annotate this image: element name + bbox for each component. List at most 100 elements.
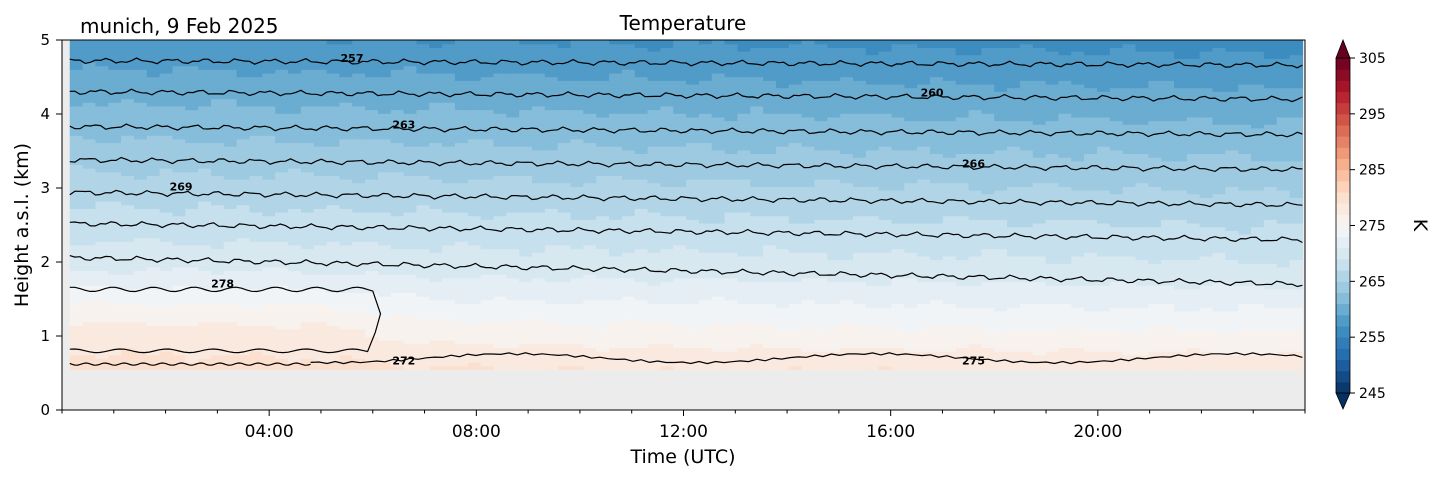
- field-cell: [121, 215, 135, 220]
- field-cell: [442, 237, 456, 242]
- field-cell: [660, 241, 674, 246]
- field-cell: [82, 200, 97, 206]
- field-cell: [660, 72, 674, 78]
- field-cell: [454, 50, 469, 56]
- field-cell: [660, 303, 674, 308]
- field-cell: [506, 175, 520, 180]
- field-cell: [133, 142, 148, 147]
- field-cell: [493, 171, 507, 176]
- field-cell: [313, 127, 328, 133]
- field-cell: [506, 105, 520, 111]
- field-cell: [185, 98, 199, 103]
- field-cell: [69, 259, 84, 264]
- field-cell: [185, 76, 199, 81]
- field-cell: [82, 230, 97, 235]
- field-cell: [185, 83, 199, 89]
- field-cell: [300, 263, 315, 268]
- field-cell: [288, 182, 302, 187]
- field-cell: [211, 58, 225, 63]
- field-cell: [262, 91, 276, 96]
- field-cell: [377, 255, 392, 261]
- field-cell: [198, 303, 212, 308]
- field-cell: [724, 124, 739, 129]
- field-cell: [185, 116, 199, 122]
- field-cell: [673, 332, 687, 337]
- field-cell: [583, 98, 597, 103]
- field-cell: [377, 157, 392, 162]
- field-cell: [454, 314, 469, 319]
- field-cell: [480, 200, 495, 206]
- field-cell: [69, 157, 84, 162]
- field-cell: [108, 343, 122, 348]
- field-cell: [185, 80, 199, 85]
- field-cell: [454, 219, 469, 224]
- field-cell: [288, 190, 302, 195]
- field-cell: [763, 303, 777, 308]
- field-cell: [352, 149, 366, 155]
- field-cell: [390, 299, 405, 305]
- field-cell: [198, 43, 212, 48]
- field-cell: [288, 292, 302, 297]
- field-cell: [377, 318, 392, 323]
- field-cell: [339, 47, 353, 52]
- field-cell: [532, 365, 546, 370]
- field-cell: [198, 208, 212, 213]
- field-cell: [390, 80, 405, 85]
- field-cell: [69, 296, 84, 301]
- field-cell: [737, 120, 751, 125]
- field-cell: [262, 146, 276, 151]
- field-cell: [583, 168, 597, 173]
- field-cell: [429, 222, 443, 228]
- field-cell: [647, 182, 662, 187]
- field-cell: [454, 332, 469, 337]
- field-cell: [211, 277, 225, 283]
- field-cell: [557, 153, 572, 158]
- field-cell: [390, 219, 405, 224]
- field-cell: [609, 340, 623, 345]
- field-cell: [352, 87, 366, 92]
- field-cell: [557, 277, 572, 283]
- field-cell: [480, 259, 495, 264]
- field-cell: [480, 219, 495, 224]
- field-cell: [698, 237, 713, 242]
- field-cell: [326, 270, 341, 275]
- field-cell: [82, 138, 97, 144]
- field-cell: [467, 94, 482, 100]
- field-cell: [352, 358, 366, 363]
- field-cell: [557, 171, 572, 176]
- field-cell: [557, 80, 572, 85]
- field-cell: [236, 325, 251, 330]
- field-cell: [223, 72, 238, 78]
- field-cell: [698, 230, 713, 235]
- field-cell: [403, 160, 418, 165]
- field-cell: [211, 365, 225, 370]
- field-cell: [609, 259, 623, 264]
- field-cell: [403, 343, 418, 348]
- field-cell: [108, 113, 122, 118]
- field-cell: [519, 288, 533, 294]
- field-cell: [519, 182, 533, 187]
- field-cell: [275, 332, 289, 337]
- field-cell: [775, 277, 790, 283]
- field-cell: [198, 61, 212, 67]
- field-cell: [557, 61, 572, 67]
- field-cell: [108, 365, 122, 370]
- field-cell: [339, 61, 353, 67]
- field-cell: [262, 263, 276, 268]
- field-cell: [673, 343, 687, 348]
- field-cell: [519, 277, 533, 283]
- field-cell: [326, 343, 341, 348]
- field-cell: [429, 255, 443, 261]
- field-cell: [506, 190, 520, 195]
- field-cell: [621, 58, 636, 63]
- field-cell: [223, 288, 238, 294]
- field-cell: [763, 54, 777, 59]
- field-cell: [442, 146, 456, 151]
- field-cell: [249, 50, 263, 56]
- field-cell: [262, 266, 276, 272]
- field-cell: [352, 58, 366, 63]
- field-cell: [724, 116, 739, 122]
- field-cell: [750, 318, 764, 323]
- field-cell: [763, 190, 777, 195]
- field-cell: [249, 318, 263, 323]
